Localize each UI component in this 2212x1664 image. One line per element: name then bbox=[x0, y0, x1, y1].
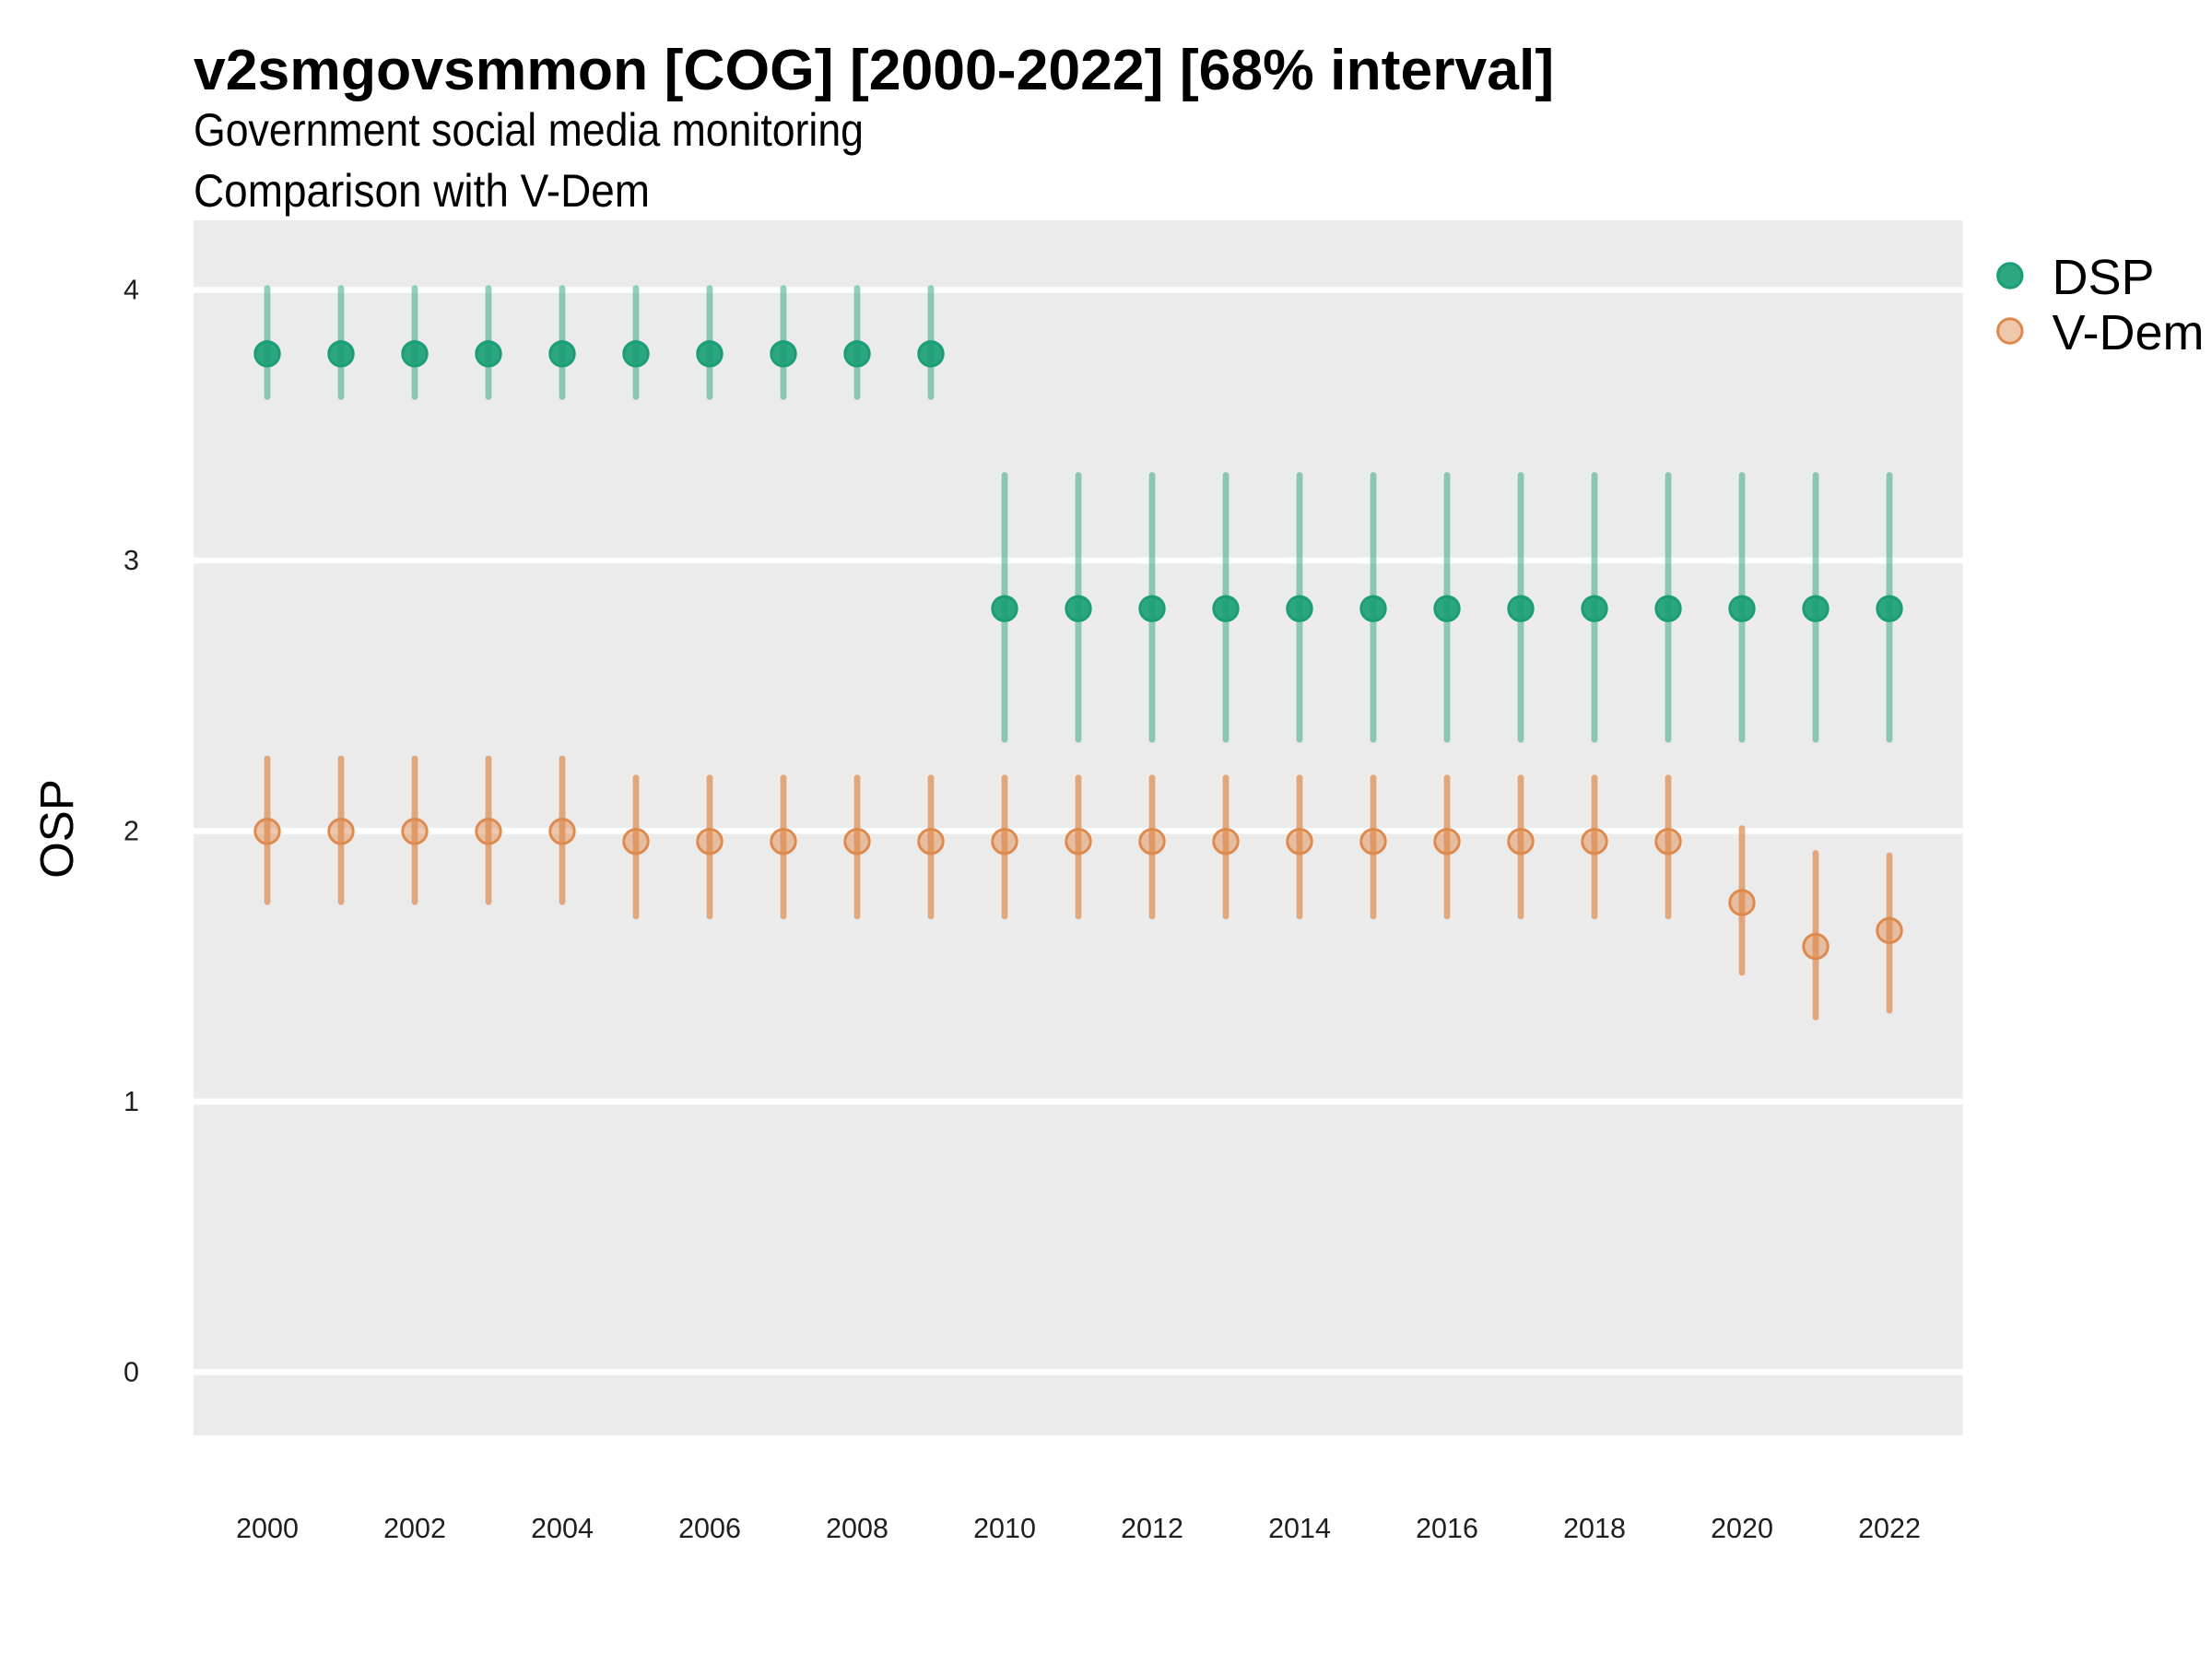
svg-text:Comparison with V-Dem: Comparison with V-Dem bbox=[194, 165, 650, 217]
svg-text:2018: 2018 bbox=[1563, 1513, 1626, 1544]
svg-text:V-Dem: V-Dem bbox=[2053, 305, 2205, 360]
svg-text:2002: 2002 bbox=[383, 1513, 446, 1544]
svg-text:2010: 2010 bbox=[973, 1513, 1036, 1544]
svg-text:Government social media monito: Government social media monitoring bbox=[194, 104, 864, 156]
svg-text:2016: 2016 bbox=[1416, 1513, 1478, 1544]
svg-text:DSP: DSP bbox=[2053, 250, 2155, 305]
svg-text:2: 2 bbox=[124, 815, 139, 846]
svg-text:2000: 2000 bbox=[236, 1513, 299, 1544]
svg-text:3: 3 bbox=[124, 545, 139, 576]
svg-text:2004: 2004 bbox=[531, 1513, 594, 1544]
svg-text:2022: 2022 bbox=[1858, 1513, 1921, 1544]
svg-text:v2smgovsmmon [COG] [2000-2022]: v2smgovsmmon [COG] [2000-2022] [68% inte… bbox=[194, 38, 1554, 102]
svg-text:4: 4 bbox=[124, 275, 139, 306]
svg-text:2020: 2020 bbox=[1711, 1513, 1773, 1544]
svg-text:2006: 2006 bbox=[678, 1513, 741, 1544]
svg-text:2008: 2008 bbox=[826, 1513, 888, 1544]
svg-text:1: 1 bbox=[124, 1086, 139, 1117]
svg-text:2014: 2014 bbox=[1268, 1513, 1331, 1544]
svg-text:OSP: OSP bbox=[30, 779, 83, 879]
svg-text:2012: 2012 bbox=[1121, 1513, 1183, 1544]
svg-text:0: 0 bbox=[124, 1356, 139, 1387]
